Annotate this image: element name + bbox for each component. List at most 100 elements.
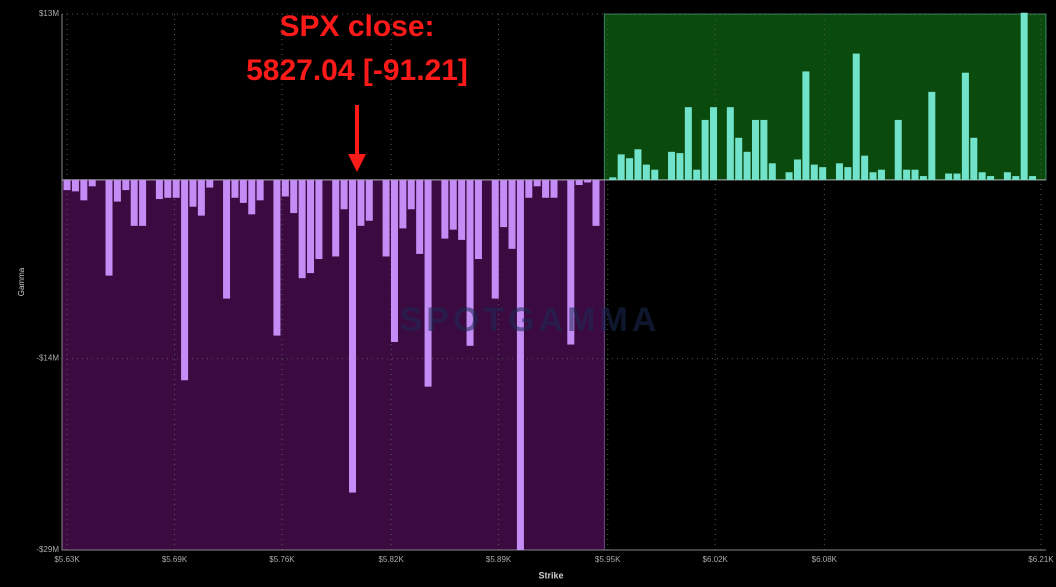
bar xyxy=(861,155,869,180)
bar xyxy=(155,179,163,200)
bar xyxy=(894,119,902,180)
bar xyxy=(474,179,482,260)
bar xyxy=(416,179,424,254)
bar xyxy=(819,167,827,180)
bar xyxy=(953,173,961,180)
bar xyxy=(332,179,340,257)
bar xyxy=(71,179,79,192)
bar xyxy=(928,91,936,180)
bar xyxy=(290,179,298,214)
plot: $13M -$14M -$29M$5.63K $5.69K $5.76K $5.82K $5… xyxy=(36,9,1054,564)
bar xyxy=(139,179,147,226)
bar xyxy=(785,172,793,180)
bar xyxy=(626,158,634,180)
bar xyxy=(877,169,885,180)
bar xyxy=(80,179,88,201)
bar xyxy=(248,179,256,215)
bar xyxy=(340,179,348,210)
x-tick-label: $6.08K xyxy=(812,555,838,564)
bar xyxy=(407,179,415,210)
bar xyxy=(1020,12,1028,180)
bar xyxy=(617,154,625,180)
y-tick-label: -$14M xyxy=(36,354,59,363)
x-tick-label: $5.82K xyxy=(378,555,404,564)
bar xyxy=(348,179,356,493)
bar xyxy=(281,179,289,197)
bar xyxy=(802,71,810,180)
bar xyxy=(668,151,676,180)
annotation-arrow-head xyxy=(348,154,366,172)
bar xyxy=(172,179,180,198)
bar xyxy=(189,179,197,207)
bar xyxy=(542,179,550,198)
bar xyxy=(743,151,751,180)
bar xyxy=(424,179,432,387)
bar xyxy=(592,179,600,226)
bar xyxy=(651,169,659,180)
bar xyxy=(768,163,776,180)
bar xyxy=(239,179,247,203)
bar xyxy=(122,179,130,191)
bar xyxy=(63,179,71,191)
bar xyxy=(130,179,138,226)
bar xyxy=(961,72,969,180)
bar xyxy=(869,172,877,180)
bar xyxy=(1003,172,1011,180)
bar xyxy=(491,179,499,299)
bar xyxy=(710,107,718,180)
bar xyxy=(500,179,508,228)
bar xyxy=(760,119,768,180)
bar xyxy=(735,137,743,180)
bar xyxy=(458,179,466,240)
bar xyxy=(365,179,373,221)
bar xyxy=(273,179,281,336)
bar xyxy=(726,107,734,180)
x-tick-label: $5.63K xyxy=(54,555,80,564)
bar xyxy=(1029,176,1037,180)
bar xyxy=(584,179,592,183)
bar xyxy=(256,179,264,201)
y-tick-label: $13M xyxy=(39,9,59,18)
y-tick-label: -$29M xyxy=(36,545,59,554)
bar xyxy=(357,179,365,226)
bar xyxy=(206,179,214,188)
bar xyxy=(231,179,239,198)
bar xyxy=(903,169,911,180)
bar xyxy=(634,149,642,180)
bar xyxy=(911,169,919,180)
bar xyxy=(197,179,205,216)
bar xyxy=(642,164,650,180)
bar xyxy=(449,179,457,230)
bar xyxy=(298,179,306,279)
bar xyxy=(793,159,801,180)
bar xyxy=(466,179,474,346)
bar xyxy=(399,179,407,229)
x-tick-label: $6.21K xyxy=(1028,555,1054,564)
bar xyxy=(1012,176,1020,180)
bar xyxy=(701,119,709,180)
bar xyxy=(315,179,323,260)
bar xyxy=(382,179,390,257)
x-axis-label: Strike xyxy=(538,570,563,580)
bar xyxy=(835,163,843,180)
bar xyxy=(844,167,852,180)
bar xyxy=(919,176,927,180)
bar xyxy=(533,179,541,187)
bar xyxy=(441,179,449,239)
x-tick-label: $5.76K xyxy=(269,555,295,564)
bar xyxy=(676,153,684,180)
bar xyxy=(978,172,986,180)
bar xyxy=(945,173,953,180)
bar xyxy=(164,179,172,198)
bar xyxy=(390,179,398,342)
bar xyxy=(567,179,575,345)
x-tick-label: $5.95K xyxy=(595,555,621,564)
annotation: 5827.04 [-91.21] xyxy=(246,54,468,87)
bar xyxy=(105,179,113,276)
bar xyxy=(752,119,760,180)
x-tick-label: $5.89K xyxy=(486,555,512,564)
x-tick-label: $6.02K xyxy=(703,555,729,564)
watermark: SPOTGAMMA xyxy=(400,301,661,339)
bar xyxy=(525,179,533,198)
bar xyxy=(852,53,860,180)
